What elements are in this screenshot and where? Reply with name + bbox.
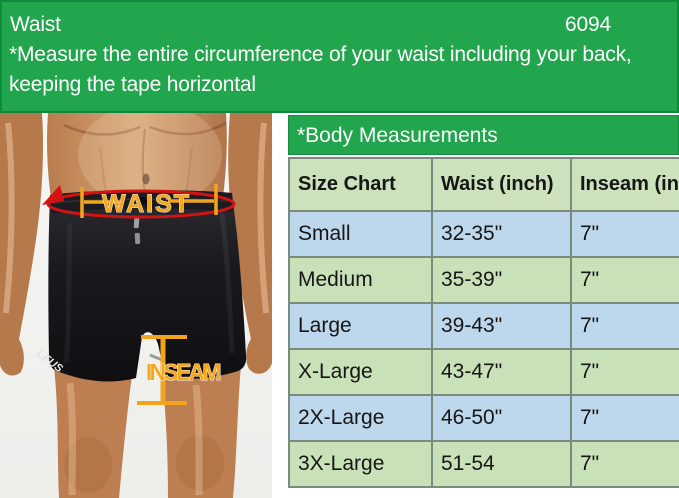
cell-waist: 51-54 bbox=[431, 440, 572, 488]
banner-title: Waist bbox=[10, 13, 61, 36]
cell-size: 2X-Large bbox=[288, 394, 433, 442]
left-leg bbox=[54, 367, 132, 498]
cell-size: Medium bbox=[288, 256, 433, 304]
product-code: 6094 bbox=[565, 13, 611, 36]
model-photo: LEUS WAIST INSEAM bbox=[0, 113, 272, 498]
inseam-label: INSEAM bbox=[146, 359, 222, 385]
chest-crease-left bbox=[63, 123, 141, 136]
right-leg-highlight bbox=[192, 384, 203, 496]
cell-waist: 39-43" bbox=[431, 302, 572, 350]
cell-size: Small bbox=[288, 210, 433, 258]
cell-inseam: 7" bbox=[570, 440, 679, 488]
cell-inseam: 7" bbox=[570, 256, 679, 304]
inseam-annotation: INSEAM bbox=[137, 335, 222, 405]
model-photo-graphic: LEUS WAIST INSEAM bbox=[0, 113, 272, 498]
drawstring-aglet-top bbox=[133, 216, 140, 229]
size-chart-table: Size Chart Waist (inch) Inseam (inch) Sm… bbox=[288, 157, 679, 488]
waist-label: WAIST bbox=[102, 190, 190, 218]
cell-inseam: 7" bbox=[570, 394, 679, 442]
chest-crease-right bbox=[149, 121, 227, 136]
drawstring-knot bbox=[139, 197, 147, 205]
shorts-fold-right bbox=[219, 212, 235, 354]
waist-annotation: WAIST bbox=[42, 184, 236, 219]
cell-size: X-Large bbox=[288, 348, 433, 396]
table-row-xlarge: X-Large 43-47" 7" bbox=[288, 348, 679, 396]
drawstring-aglet-bottom bbox=[134, 232, 141, 245]
left-arm bbox=[0, 113, 44, 376]
col-header-waist: Waist (inch) bbox=[431, 157, 572, 212]
col-header-inseam: Inseam (inch) bbox=[570, 157, 679, 212]
right-leg bbox=[162, 365, 241, 498]
col-header-size: Size Chart bbox=[288, 157, 433, 212]
cell-waist: 46-50" bbox=[431, 394, 572, 442]
header-row: Size Chart Waist (inch) Inseam (inch) bbox=[288, 157, 679, 212]
table-row-large: Large 39-43" 7" bbox=[288, 302, 679, 350]
ab-center-line bbox=[141, 128, 146, 196]
table-row-medium: Medium 35-39" 7" bbox=[288, 256, 679, 304]
table-title: *Body Measurements bbox=[288, 115, 679, 155]
cell-inseam: 7" bbox=[570, 348, 679, 396]
shorts-fold-left bbox=[63, 222, 73, 364]
cell-inseam: 7" bbox=[570, 210, 679, 258]
measure-note-line2: keeping the tape horizontal bbox=[9, 73, 256, 96]
cell-waist: 32-35" bbox=[431, 210, 572, 258]
black-shorts bbox=[48, 190, 247, 382]
table-row-small: Small 32-35" 7" bbox=[288, 210, 679, 258]
measure-note-line1: *Measure the entire circumference of you… bbox=[9, 43, 632, 66]
size-table: *Body Measurements Size Chart Waist (inc… bbox=[288, 115, 679, 498]
cell-size: 3X-Large bbox=[288, 440, 433, 488]
cell-size: Large bbox=[288, 302, 433, 350]
torso-highlight bbox=[78, 113, 222, 207]
header-banner: Waist 6094 *Measure the entire circumfer… bbox=[0, 0, 679, 113]
left-knee-shading bbox=[64, 437, 112, 493]
cell-inseam: 7" bbox=[570, 302, 679, 350]
right-knee-shading bbox=[176, 435, 224, 491]
navel bbox=[142, 173, 150, 185]
waist-arrowhead-icon bbox=[42, 185, 64, 205]
table-row-2xlarge: 2X-Large 46-50" 7" bbox=[288, 394, 679, 442]
left-leg-highlight bbox=[66, 382, 76, 496]
right-arm bbox=[228, 113, 272, 374]
right-arm-highlight bbox=[257, 122, 269, 314]
table-row-3xlarge: 3X-Large 51-54 7" bbox=[288, 440, 679, 488]
waist-arrow-icon bbox=[46, 189, 236, 219]
shorts-hem-shadow bbox=[149, 353, 221, 367]
left-arm-highlight bbox=[3, 122, 15, 314]
cell-waist: 43-47" bbox=[431, 348, 572, 396]
cell-waist: 35-39" bbox=[431, 256, 572, 304]
